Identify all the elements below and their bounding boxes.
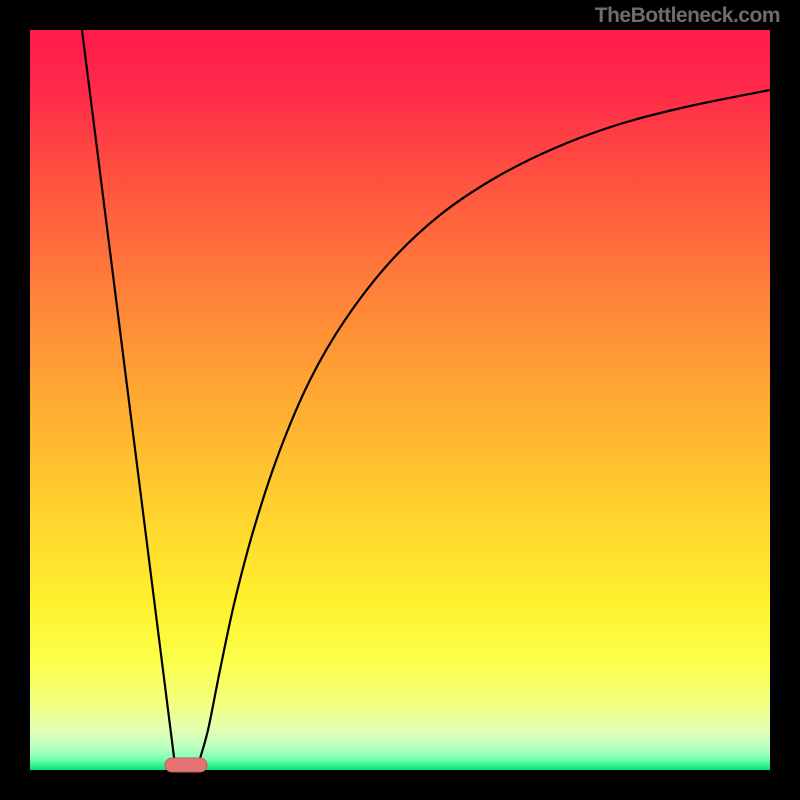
bottleneck-chart-svg — [0, 0, 800, 800]
watermark-text: TheBottleneck.com — [595, 4, 780, 28]
plot-area — [30, 30, 770, 772]
chart-frame: TheBottleneck.com — [0, 0, 800, 800]
gradient-background — [30, 30, 770, 770]
bottleneck-marker — [165, 758, 207, 772]
